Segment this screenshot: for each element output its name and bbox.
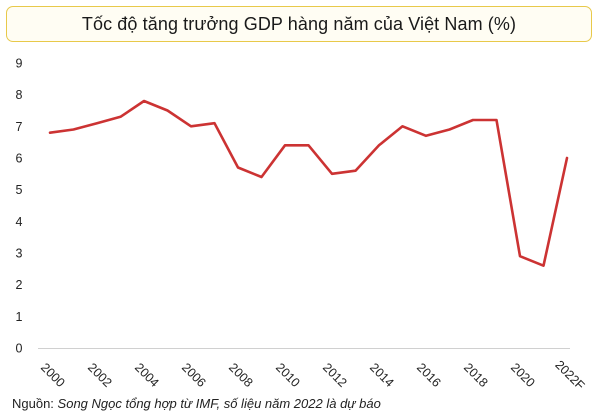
- y-tick-label: 9: [16, 57, 23, 71]
- x-tick-label: 2000: [38, 360, 68, 390]
- chart-title-box: Tốc độ tăng trưởng GDP hàng năm của Việt…: [6, 6, 592, 42]
- x-tick-label: 2010: [273, 360, 303, 390]
- source-detail: Song Ngọc tổng hợp từ IMF, số liệu năm 2…: [57, 396, 381, 411]
- y-tick-label: 1: [16, 310, 23, 324]
- y-tick-label: 8: [16, 88, 23, 102]
- y-tick-label: 7: [16, 120, 23, 134]
- gdp-growth-series-line: [48, 99, 569, 268]
- x-tick-label: 2012: [320, 360, 350, 390]
- y-tick-label: 3: [16, 247, 23, 261]
- y-tick-label: 2: [16, 278, 23, 292]
- x-tick-label: 2022F: [552, 358, 587, 393]
- x-axis-ticks: 2000 2002 2004 2006 2008 2010 2012 2014 2016 2018…: [38, 358, 588, 393]
- x-tick-label: 2018: [461, 360, 491, 390]
- x-tick-label: 2004: [132, 360, 162, 390]
- y-axis-ticks: 0 1 2 3 4 5 6 7 8 9: [16, 57, 23, 356]
- source-note: Nguồn: Song Ngọc tổng hợp từ IMF, số liệ…: [12, 396, 381, 411]
- y-tick-label: 0: [16, 342, 23, 356]
- y-tick-label: 4: [16, 215, 23, 229]
- x-tick-label: 2008: [226, 360, 256, 390]
- x-tick-label: 2002: [85, 360, 115, 390]
- source-prefix: Nguồn:: [12, 396, 54, 411]
- x-tick-label: 2020: [508, 360, 538, 390]
- x-tick-label: 2016: [414, 360, 444, 390]
- chart-title: Tốc độ tăng trưởng GDP hàng năm của Việt…: [81, 13, 517, 34]
- y-tick-label: 6: [16, 152, 23, 166]
- y-tick-label: 5: [16, 183, 23, 197]
- x-tick-label: 2006: [179, 360, 209, 390]
- x-tick-label: 2014: [367, 360, 397, 390]
